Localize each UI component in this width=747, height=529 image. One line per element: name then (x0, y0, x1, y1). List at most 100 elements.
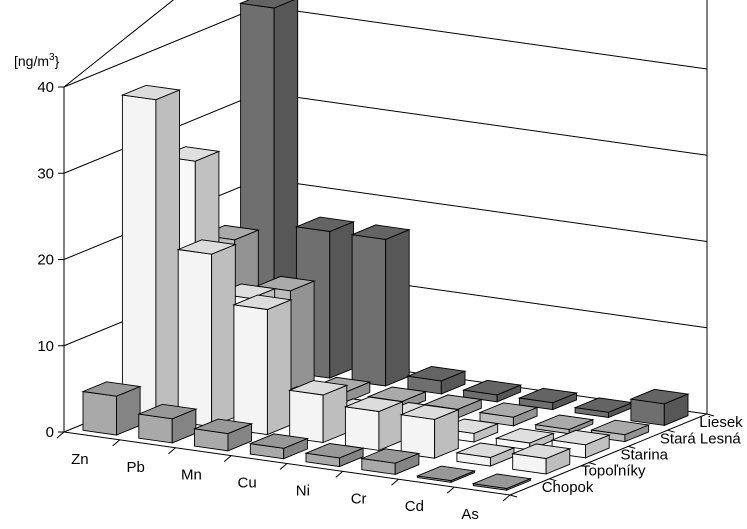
x-tick-mark (112, 439, 121, 447)
x-tick-mark (223, 455, 232, 463)
side-wall-top-edge (63, 0, 175, 88)
bar-top-face (350, 224, 411, 240)
bar-top-face (287, 380, 349, 396)
bar-top-face (120, 84, 182, 101)
bar-top-face (137, 403, 198, 420)
category-label: Zn (71, 451, 89, 468)
bar-front-face (351, 234, 387, 387)
bar-front-face (82, 390, 117, 436)
bar-top-face (629, 388, 690, 405)
gridline-back (260, 5, 708, 70)
bar-top-face (517, 387, 579, 404)
bar-front-face (289, 389, 324, 444)
category-label: Cr (351, 490, 367, 507)
bar-top-face (550, 429, 611, 446)
bar-front-face (121, 94, 157, 420)
bar-top-face (478, 402, 539, 418)
bar (360, 448, 421, 476)
bar-top-face (176, 239, 238, 255)
bar-top-face (494, 428, 556, 444)
bar-top-face (294, 216, 356, 232)
x-tick-mark (279, 463, 288, 470)
bar (406, 366, 467, 395)
bar (304, 443, 365, 468)
y-unit-text: [ng/m (14, 53, 49, 69)
bar (350, 224, 411, 387)
bar-top-face (415, 465, 477, 482)
bar (533, 414, 595, 435)
bar-side-face (329, 221, 354, 379)
y-tick-label: 20 (37, 252, 54, 269)
bar-top-face (304, 443, 365, 459)
bar-top-face (589, 419, 651, 436)
bar (461, 379, 523, 403)
bar (399, 404, 461, 459)
bar (192, 418, 254, 452)
bar (415, 465, 477, 483)
gridline-side (63, 5, 262, 88)
series-tick-mark (667, 429, 675, 433)
x-tick-mark (502, 494, 511, 502)
bar (478, 402, 539, 427)
category-label: As (461, 506, 479, 523)
bar-top-face (399, 404, 461, 420)
series-tick-mark (706, 413, 715, 417)
y-unit-sup: 3 (49, 52, 55, 63)
series-label: Chopok (542, 479, 594, 496)
series-tick-mark (628, 445, 636, 449)
gridline-back (260, 178, 708, 242)
bar-front-face (344, 406, 380, 451)
bar (517, 387, 579, 411)
bar (629, 388, 690, 427)
series-axis-line (509, 413, 708, 496)
bar-top-face (255, 275, 316, 292)
x-tick-mark (56, 431, 65, 439)
bar (471, 473, 533, 491)
bar (120, 84, 182, 420)
series-label: Liesek (699, 414, 743, 431)
bar-front-face (233, 304, 268, 436)
bar-top-face (238, 0, 295, 9)
bar-side-face (266, 299, 292, 436)
bar-top-face (343, 396, 405, 412)
bar (287, 380, 349, 444)
labels: 0 10 20 30 40 [ng/m3} Zn Pb Mn Cu Ni Cr Cd As ChopokTo… (14, 52, 743, 523)
bar (81, 381, 142, 436)
category-label: Cd (405, 498, 424, 515)
bar-top-face (406, 366, 467, 382)
bar (137, 403, 198, 444)
bar-top-face (192, 418, 254, 435)
gridline-back (260, 91, 708, 156)
series-tick-mark (509, 494, 518, 498)
bar-side-face (385, 229, 410, 387)
bars (81, 0, 690, 491)
bar-top-face (81, 381, 142, 397)
bar-top-face (455, 442, 516, 458)
bar-side-face (211, 243, 236, 428)
category-label: Cu (238, 475, 257, 492)
bar-top-face (511, 443, 572, 459)
bar (589, 419, 651, 443)
category-label: Pb (126, 459, 144, 476)
bar (232, 294, 293, 436)
bar-top-face (533, 414, 595, 430)
y-unit-label: [ng/m3} (14, 52, 60, 69)
bar-side-face (155, 89, 180, 420)
x-tick-mark (391, 478, 399, 486)
y-tick-label: 40 (37, 79, 54, 96)
series-label: Stará Lesná (660, 430, 742, 447)
y-tick-label: 10 (37, 338, 54, 355)
y-unit-close: } (55, 53, 60, 69)
y-tick-label: 30 (37, 165, 54, 182)
bar (248, 433, 310, 460)
bar (573, 397, 634, 419)
bar (176, 239, 238, 428)
bar-top-face (471, 473, 533, 489)
bar-top-face (232, 294, 293, 310)
bar-top-face (248, 433, 310, 449)
category-label: Mn (181, 467, 202, 484)
y-tick-label: 0 (46, 424, 54, 441)
x-tick-mark (335, 470, 344, 478)
bar-front-face (177, 248, 213, 428)
bar (455, 442, 516, 467)
